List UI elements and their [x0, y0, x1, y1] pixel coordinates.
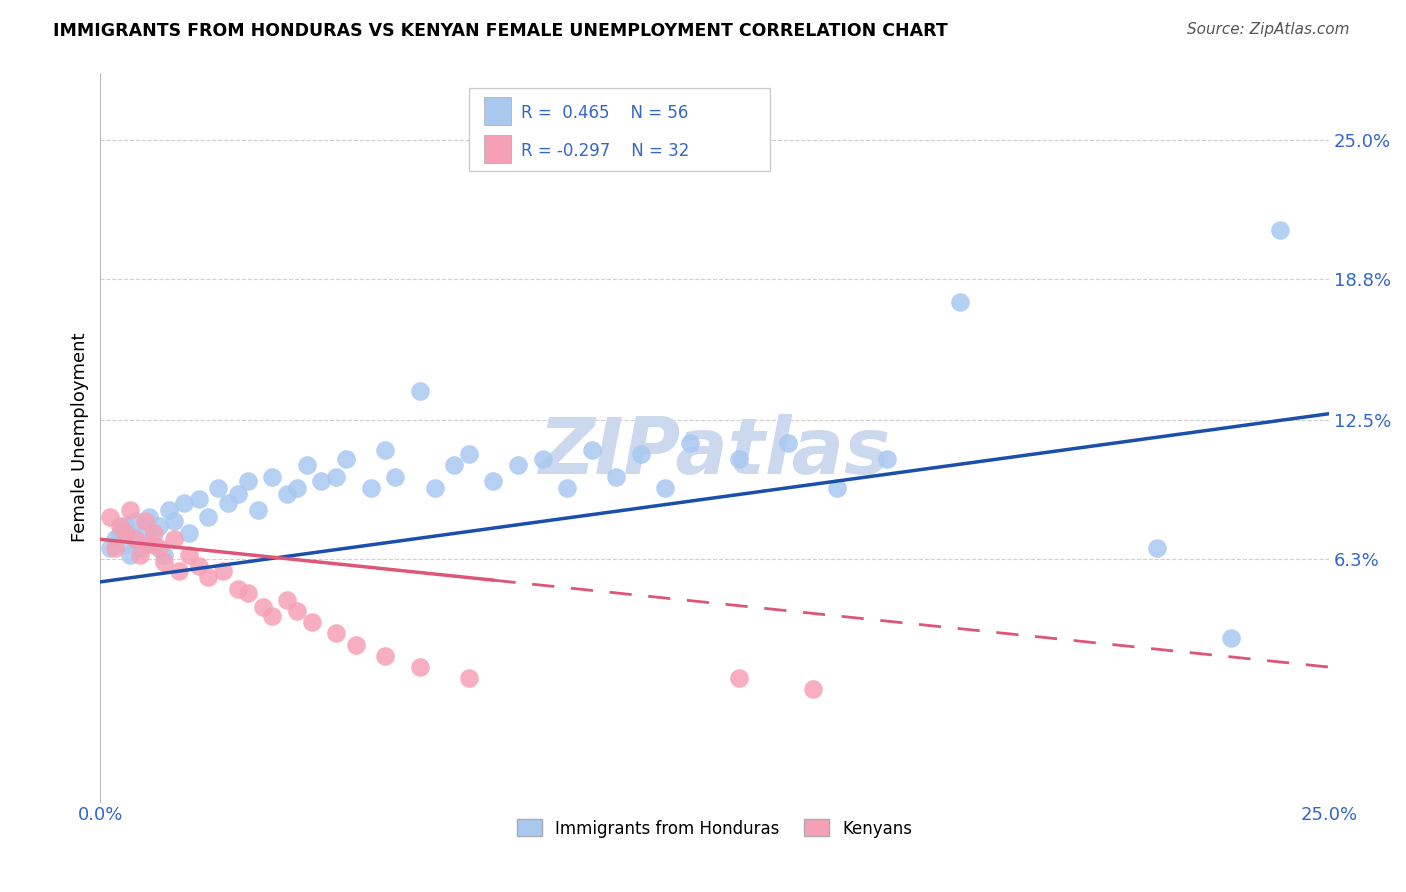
- Y-axis label: Female Unemployment: Female Unemployment: [72, 333, 89, 542]
- Point: [163, 533, 186, 547]
- Point: [177, 548, 200, 562]
- Point: [555, 481, 578, 495]
- Point: [276, 592, 298, 607]
- Text: R = -0.297    N = 32: R = -0.297 N = 32: [520, 142, 689, 160]
- Point: [423, 481, 446, 495]
- Point: [605, 469, 627, 483]
- Text: Source: ZipAtlas.com: Source: ZipAtlas.com: [1187, 22, 1350, 37]
- Point: [173, 496, 195, 510]
- Point: [458, 447, 481, 461]
- Point: [187, 491, 209, 506]
- Point: [143, 525, 166, 540]
- Point: [217, 496, 239, 510]
- Bar: [484, 97, 510, 125]
- Point: [148, 518, 170, 533]
- Point: [143, 537, 166, 551]
- Point: [197, 570, 219, 584]
- Point: [252, 599, 274, 614]
- Bar: [484, 136, 510, 163]
- Point: [360, 481, 382, 495]
- Point: [98, 509, 121, 524]
- Legend: Immigrants from Honduras, Kenyans: Immigrants from Honduras, Kenyans: [510, 813, 920, 844]
- Point: [104, 533, 127, 547]
- Point: [482, 474, 505, 488]
- Text: ZIPatlas: ZIPatlas: [538, 414, 891, 490]
- Text: IMMIGRANTS FROM HONDURAS VS KENYAN FEMALE UNEMPLOYMENT CORRELATION CHART: IMMIGRANTS FROM HONDURAS VS KENYAN FEMAL…: [53, 22, 948, 40]
- Point: [138, 537, 160, 551]
- Point: [409, 384, 432, 399]
- Point: [949, 294, 972, 309]
- Text: R =  0.465    N = 56: R = 0.465 N = 56: [520, 104, 688, 122]
- Point: [138, 509, 160, 524]
- Point: [285, 604, 308, 618]
- Point: [236, 474, 259, 488]
- Point: [108, 518, 131, 533]
- Point: [153, 555, 176, 569]
- Point: [148, 541, 170, 556]
- Point: [128, 548, 150, 562]
- Point: [226, 487, 249, 501]
- Point: [124, 533, 146, 547]
- Point: [187, 559, 209, 574]
- Point: [443, 458, 465, 473]
- Point: [262, 469, 284, 483]
- Point: [246, 503, 269, 517]
- Point: [262, 608, 284, 623]
- Point: [679, 436, 702, 450]
- Point: [301, 615, 323, 630]
- Point: [197, 509, 219, 524]
- Point: [581, 442, 603, 457]
- Point: [124, 530, 146, 544]
- Point: [458, 671, 481, 685]
- Point: [311, 474, 333, 488]
- Point: [384, 469, 406, 483]
- Point: [134, 525, 156, 540]
- Point: [226, 582, 249, 596]
- Point: [409, 660, 432, 674]
- Point: [108, 525, 131, 540]
- Point: [1146, 541, 1168, 556]
- Point: [325, 626, 347, 640]
- Point: [285, 481, 308, 495]
- Point: [177, 525, 200, 540]
- Point: [114, 518, 136, 533]
- Point: [654, 481, 676, 495]
- Point: [98, 541, 121, 556]
- Point: [134, 514, 156, 528]
- Point: [325, 469, 347, 483]
- Point: [1219, 631, 1241, 645]
- Point: [104, 541, 127, 556]
- Point: [506, 458, 529, 473]
- Point: [128, 541, 150, 556]
- Point: [167, 564, 190, 578]
- Point: [335, 451, 357, 466]
- Point: [374, 648, 396, 663]
- Point: [236, 586, 259, 600]
- Point: [124, 514, 146, 528]
- Point: [114, 537, 136, 551]
- Point: [295, 458, 318, 473]
- Point: [118, 503, 141, 517]
- FancyBboxPatch shape: [470, 87, 770, 171]
- Point: [728, 451, 751, 466]
- Point: [827, 481, 849, 495]
- Point: [118, 548, 141, 562]
- Point: [778, 436, 800, 450]
- Point: [276, 487, 298, 501]
- Point: [801, 682, 824, 697]
- Point: [114, 525, 136, 540]
- Point: [531, 451, 554, 466]
- Point: [728, 671, 751, 685]
- Point: [344, 638, 367, 652]
- Point: [876, 451, 898, 466]
- Point: [153, 548, 176, 562]
- Point: [163, 514, 186, 528]
- Point: [212, 564, 235, 578]
- Point: [207, 481, 229, 495]
- Point: [374, 442, 396, 457]
- Point: [1268, 223, 1291, 237]
- Point: [157, 503, 180, 517]
- Point: [630, 447, 652, 461]
